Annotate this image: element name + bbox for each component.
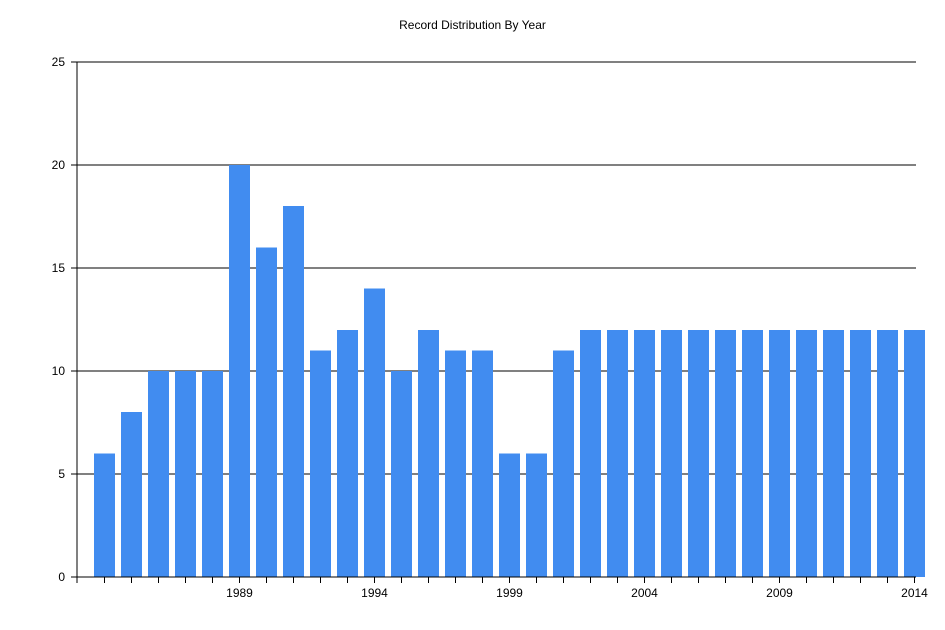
y-tick-label: 25 (52, 55, 66, 69)
bar-2004 (634, 329, 655, 577)
bar-1993 (337, 329, 358, 577)
bar-1995 (391, 371, 412, 577)
bar-2005 (661, 329, 682, 577)
x-tick-label: 2009 (766, 586, 793, 600)
bar-1994 (364, 288, 385, 577)
bar-1985 (121, 412, 142, 577)
bar-1986 (148, 371, 169, 577)
bar-2008 (742, 329, 763, 577)
bar-layer (94, 165, 925, 577)
bar-1990 (256, 247, 277, 577)
bar-2001 (553, 350, 574, 577)
bar-1991 (283, 206, 304, 577)
bar-2000 (526, 453, 547, 577)
bar-1988 (202, 371, 223, 577)
y-tick-label: 0 (58, 570, 65, 584)
y-tick-label: 15 (52, 261, 66, 275)
bar-1992 (310, 350, 331, 577)
bar-2012 (850, 329, 871, 577)
x-tick-label: 2004 (631, 586, 658, 600)
bar-1989 (229, 165, 250, 577)
y-tick-label: 20 (52, 158, 66, 172)
bar-1997 (445, 350, 466, 577)
bar-2002 (580, 329, 601, 577)
bar-2006 (688, 329, 709, 577)
y-tick-label: 10 (52, 364, 66, 378)
x-tick-label: 1989 (226, 586, 253, 600)
bar-2011 (823, 329, 844, 577)
y-tick-label: 5 (58, 467, 65, 481)
bar-1999 (499, 453, 520, 577)
x-tick-label: 1999 (496, 586, 523, 600)
bar-2007 (715, 329, 736, 577)
bar-2003 (607, 329, 628, 577)
bar-1984 (94, 453, 115, 577)
bar-2013 (877, 329, 898, 577)
bar-1998 (472, 350, 493, 577)
bar-1987 (175, 371, 196, 577)
x-tick-label: 1994 (361, 586, 388, 600)
bar-1996 (418, 329, 439, 577)
bar-2010 (796, 329, 817, 577)
x-tick-label: 2014 (901, 586, 928, 600)
bar-2014 (904, 329, 925, 577)
label-layer: 0 5 10 15 20 25 1989 1994 1999 2004 2009 2014 (52, 55, 929, 600)
chart-title: Record Distribution By Year (399, 18, 546, 32)
bar-2009 (769, 329, 790, 577)
axis-layer (71, 61, 916, 583)
